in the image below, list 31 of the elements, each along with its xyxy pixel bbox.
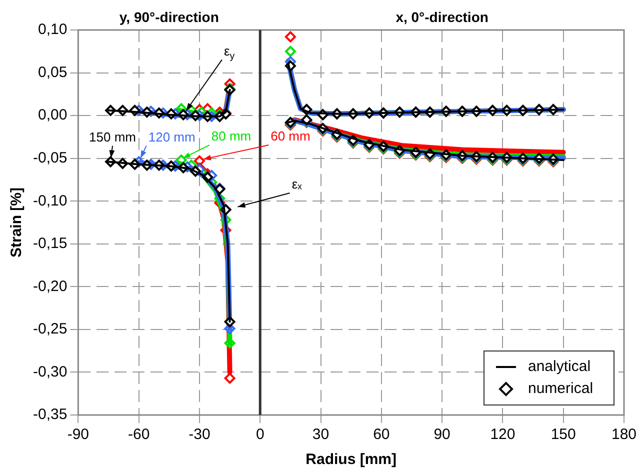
x-tick-label: -60 [128,426,150,444]
legend-label: numerical [528,380,594,398]
x-tick-label: -30 [188,426,210,444]
x-axis-title: Radius [mm] [306,451,397,468]
annotation: 80 mm [211,128,252,144]
annotation: εₓ [292,176,303,192]
y-tick-label: -0,30 [32,363,68,380]
x-tick-label: 0 [256,426,264,444]
x-tick-label: 30 [312,426,330,444]
x-tick-label: 180 [611,426,637,444]
x-tick-label: 150 [550,426,576,444]
y-tick-label: -0,25 [32,320,68,338]
text: x, 0°-direction [396,8,488,25]
y-tick-label: 0,00 [38,106,68,124]
y-tick-label: -0,15 [32,235,68,252]
y-tick-label: -0,20 [32,278,68,295]
y-axis-title: Strain [%] [8,187,26,258]
legend-label: analytical [528,358,591,376]
text: y, 90°-direction [119,8,219,25]
x-tick-label: 120 [490,426,516,444]
y-tick-label: -0,10 [32,192,68,210]
y-tick-label: 0,10 [38,21,68,38]
x-tick-label: 60 [373,426,390,444]
x-tick-label: 90 [434,426,450,444]
annotation: 150 mm [89,129,136,144]
x-tick-label: -90 [67,426,90,444]
annotation: 120 mm [148,129,196,144]
y-tick-label: 0,05 [38,64,68,81]
y-tick-label: -0,35 [32,406,68,424]
annotation: 60 mm [270,128,310,144]
y-tick-label: -0,05 [32,149,68,166]
